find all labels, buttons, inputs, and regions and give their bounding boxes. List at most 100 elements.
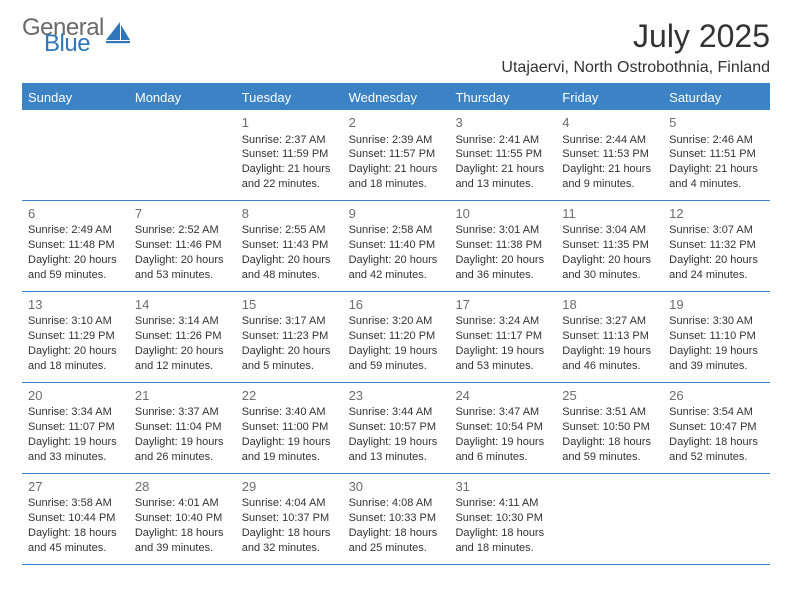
sunrise-text: Sunrise: 3:40 AM — [242, 405, 337, 420]
daylight-text: Daylight: 20 hours — [28, 344, 123, 359]
dow-saturday: Saturday — [663, 85, 770, 110]
day-number: 28 — [135, 478, 230, 496]
daylight-text: and 22 minutes. — [242, 177, 337, 192]
calendar-day-cell: 29Sunrise: 4:04 AMSunset: 10:37 PMDaylig… — [236, 474, 343, 564]
daylight-text: and 30 minutes. — [562, 268, 657, 283]
sunset-text: Sunset: 10:57 PM — [349, 420, 444, 435]
sunrise-text: Sunrise: 2:41 AM — [455, 133, 550, 148]
sunset-text: Sunset: 11:43 PM — [242, 238, 337, 253]
sunset-text: Sunset: 11:38 PM — [455, 238, 550, 253]
title-block: July 2025 Utajaervi, North Ostrobothnia,… — [501, 18, 770, 77]
daylight-text: and 9 minutes. — [562, 177, 657, 192]
daylight-text: and 53 minutes. — [135, 268, 230, 283]
daylight-text: Daylight: 19 hours — [135, 435, 230, 450]
calendar-day-cell: 16Sunrise: 3:20 AMSunset: 11:20 PMDaylig… — [343, 292, 450, 382]
calendar-table: Sunday Monday Tuesday Wednesday Thursday… — [22, 83, 770, 565]
sunrise-text: Sunrise: 3:14 AM — [135, 314, 230, 329]
day-number: 1 — [242, 114, 337, 132]
sunrise-text: Sunrise: 3:30 AM — [669, 314, 764, 329]
logo: General Blue — [22, 18, 132, 55]
day-number: 23 — [349, 387, 444, 405]
sunset-text: Sunset: 10:40 PM — [135, 511, 230, 526]
sunrise-text: Sunrise: 2:55 AM — [242, 223, 337, 238]
daylight-text: Daylight: 21 hours — [669, 162, 764, 177]
day-number: 10 — [455, 205, 550, 223]
day-number: 27 — [28, 478, 123, 496]
location-subtitle: Utajaervi, North Ostrobothnia, Finland — [501, 59, 770, 77]
calendar-day-cell: 19Sunrise: 3:30 AMSunset: 11:10 PMDaylig… — [663, 292, 770, 382]
calendar-day-cell: 27Sunrise: 3:58 AMSunset: 10:44 PMDaylig… — [22, 474, 129, 564]
daylight-text: and 5 minutes. — [242, 359, 337, 374]
daylight-text: Daylight: 19 hours — [28, 435, 123, 450]
day-number: 22 — [242, 387, 337, 405]
calendar-day-cell: 15Sunrise: 3:17 AMSunset: 11:23 PMDaylig… — [236, 292, 343, 382]
calendar-day-cell: 23Sunrise: 3:44 AMSunset: 10:57 PMDaylig… — [343, 383, 450, 473]
calendar-week: 20Sunrise: 3:34 AMSunset: 11:07 PMDaylig… — [22, 383, 770, 474]
sunset-text: Sunset: 10:44 PM — [28, 511, 123, 526]
calendar-day-cell: 6Sunrise: 2:49 AMSunset: 11:48 PMDayligh… — [22, 201, 129, 291]
daylight-text: and 59 minutes. — [349, 359, 444, 374]
daylight-text: Daylight: 18 hours — [562, 435, 657, 450]
day-number: 5 — [669, 114, 764, 132]
daylight-text: Daylight: 21 hours — [455, 162, 550, 177]
sunset-text: Sunset: 11:04 PM — [135, 420, 230, 435]
day-number: 26 — [669, 387, 764, 405]
day-number: 3 — [455, 114, 550, 132]
daylight-text: Daylight: 20 hours — [242, 253, 337, 268]
daylight-text: Daylight: 19 hours — [669, 344, 764, 359]
daylight-text: Daylight: 18 hours — [135, 526, 230, 541]
day-of-week-header: Sunday Monday Tuesday Wednesday Thursday… — [22, 85, 770, 110]
sunrise-text: Sunrise: 2:39 AM — [349, 133, 444, 148]
sunset-text: Sunset: 11:23 PM — [242, 329, 337, 344]
sunset-text: Sunset: 10:54 PM — [455, 420, 550, 435]
daylight-text: Daylight: 20 hours — [669, 253, 764, 268]
sunrise-text: Sunrise: 2:58 AM — [349, 223, 444, 238]
daylight-text: Daylight: 20 hours — [135, 344, 230, 359]
sunset-text: Sunset: 11:20 PM — [349, 329, 444, 344]
sunrise-text: Sunrise: 3:37 AM — [135, 405, 230, 420]
daylight-text: Daylight: 18 hours — [242, 526, 337, 541]
daylight-text: and 52 minutes. — [669, 450, 764, 465]
calendar-day-cell: 21Sunrise: 3:37 AMSunset: 11:04 PMDaylig… — [129, 383, 236, 473]
sunset-text: Sunset: 11:07 PM — [28, 420, 123, 435]
calendar-day-cell: 4Sunrise: 2:44 AMSunset: 11:53 PMDayligh… — [556, 110, 663, 200]
dow-wednesday: Wednesday — [343, 85, 450, 110]
dow-thursday: Thursday — [449, 85, 556, 110]
sunset-text: Sunset: 11:59 PM — [242, 147, 337, 162]
sunrise-text: Sunrise: 3:20 AM — [349, 314, 444, 329]
daylight-text: Daylight: 20 hours — [135, 253, 230, 268]
sunset-text: Sunset: 11:13 PM — [562, 329, 657, 344]
header: General Blue July 2025 Utajaervi, North … — [22, 18, 770, 77]
sunset-text: Sunset: 10:47 PM — [669, 420, 764, 435]
daylight-text: Daylight: 20 hours — [455, 253, 550, 268]
calendar-day-cell: 18Sunrise: 3:27 AMSunset: 11:13 PMDaylig… — [556, 292, 663, 382]
sunset-text: Sunset: 11:17 PM — [455, 329, 550, 344]
sunrise-text: Sunrise: 4:04 AM — [242, 496, 337, 511]
sunrise-text: Sunrise: 3:17 AM — [242, 314, 337, 329]
sunrise-text: Sunrise: 3:24 AM — [455, 314, 550, 329]
sunset-text: Sunset: 11:10 PM — [669, 329, 764, 344]
logo-text: General Blue — [22, 18, 104, 55]
daylight-text: and 13 minutes. — [455, 177, 550, 192]
calendar-day-cell: 20Sunrise: 3:34 AMSunset: 11:07 PMDaylig… — [22, 383, 129, 473]
daylight-text: Daylight: 20 hours — [349, 253, 444, 268]
daylight-text: Daylight: 20 hours — [242, 344, 337, 359]
calendar-day-cell: 9Sunrise: 2:58 AMSunset: 11:40 PMDayligh… — [343, 201, 450, 291]
daylight-text: Daylight: 19 hours — [562, 344, 657, 359]
calendar-day-cell — [556, 474, 663, 564]
day-number: 7 — [135, 205, 230, 223]
sunset-text: Sunset: 11:29 PM — [28, 329, 123, 344]
sunset-text: Sunset: 10:33 PM — [349, 511, 444, 526]
day-number: 31 — [455, 478, 550, 496]
daylight-text: and 13 minutes. — [349, 450, 444, 465]
sunset-text: Sunset: 11:53 PM — [562, 147, 657, 162]
sunrise-text: Sunrise: 3:34 AM — [28, 405, 123, 420]
day-number: 11 — [562, 205, 657, 223]
day-number: 16 — [349, 296, 444, 314]
calendar-day-cell: 1Sunrise: 2:37 AMSunset: 11:59 PMDayligh… — [236, 110, 343, 200]
sunrise-text: Sunrise: 3:27 AM — [562, 314, 657, 329]
calendar-day-cell: 17Sunrise: 3:24 AMSunset: 11:17 PMDaylig… — [449, 292, 556, 382]
sunset-text: Sunset: 10:30 PM — [455, 511, 550, 526]
calendar-day-cell: 25Sunrise: 3:51 AMSunset: 10:50 PMDaylig… — [556, 383, 663, 473]
day-number: 19 — [669, 296, 764, 314]
